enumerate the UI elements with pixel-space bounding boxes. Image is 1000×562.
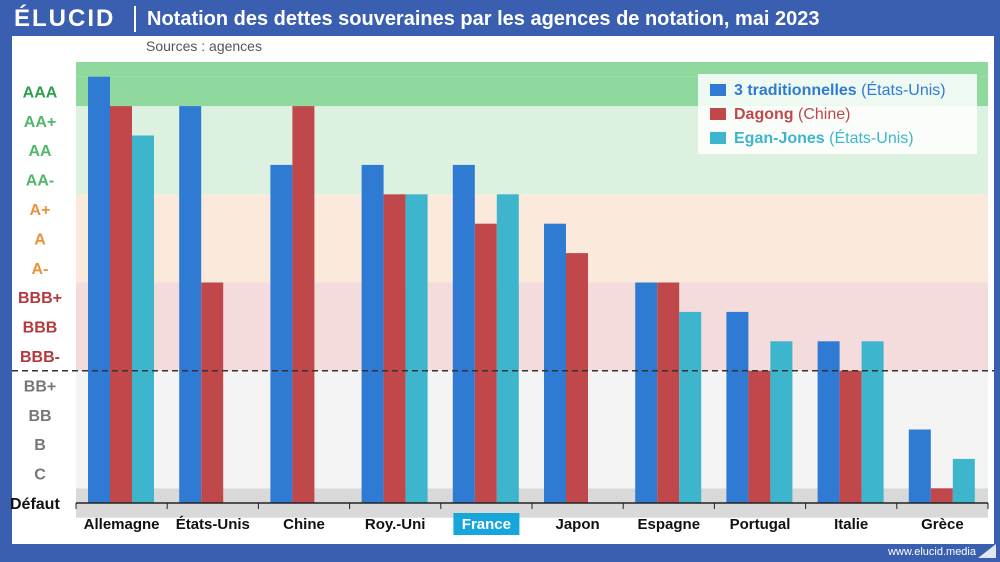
- x-tick-label: Grèce: [921, 516, 964, 533]
- y-tick-label: AAA: [23, 84, 58, 101]
- bar: [817, 341, 840, 503]
- y-tick-label: C: [34, 467, 46, 484]
- x-tick-label: Roy.-Uni: [365, 516, 426, 533]
- legend-name-dagong: Dagong: [734, 106, 794, 123]
- highlight-label-background: [453, 513, 520, 535]
- x-tick-label: États-Unis: [176, 516, 250, 533]
- bar: [179, 106, 202, 503]
- x-tick-label: Chine: [283, 516, 325, 533]
- bar: [452, 164, 475, 503]
- x-tick-label: Allemagne: [84, 516, 160, 533]
- y-tick-label: AA: [28, 143, 52, 160]
- bar: [405, 194, 428, 504]
- legend-swatch-dagong: [710, 108, 726, 120]
- bar: [726, 311, 749, 503]
- x-tick-label: Italie: [834, 516, 868, 533]
- bar: [657, 282, 680, 503]
- brand-logo: ÉLUCID: [14, 5, 116, 32]
- x-tick-label: Portugal: [730, 516, 791, 533]
- logo-divider: [134, 6, 136, 32]
- y-tick-label: BBB: [23, 320, 58, 337]
- bar: [132, 135, 154, 503]
- y-tick-label: AA+: [24, 114, 56, 131]
- bar: [201, 282, 224, 503]
- x-tick-label: Japon: [556, 516, 600, 533]
- y-tick-label: BB+: [24, 378, 56, 395]
- legend-name-traditional: 3 traditionnelles: [734, 82, 857, 99]
- y-tick-label: A+: [30, 202, 51, 219]
- footer-url[interactable]: www.elucid.media: [887, 546, 976, 558]
- chart-title: Notation des dettes souveraines par les …: [147, 8, 820, 30]
- bar: [544, 223, 566, 503]
- y-tick-label: A: [34, 231, 46, 248]
- bar: [770, 341, 793, 503]
- y-tick-label: BBB+: [18, 290, 62, 307]
- source-note: Sources : agences: [146, 38, 262, 54]
- bar: [292, 106, 315, 503]
- legend-item-dagong: Dagong (Chine): [710, 106, 850, 124]
- legend-origin-egan-jones: (États-Unis): [829, 130, 914, 147]
- bar: [566, 253, 588, 503]
- y-tick-label: BBB-: [20, 349, 60, 366]
- legend-origin-dagong: (Chine): [798, 106, 851, 123]
- bar: [496, 194, 519, 504]
- legend-item-traditional: 3 traditionnelles (États-Unis): [710, 82, 946, 100]
- y-tick-label: Défaut: [10, 496, 60, 513]
- y-tick-label: B: [34, 437, 46, 454]
- y-tick-label: A-: [32, 261, 49, 278]
- bar: [635, 282, 658, 503]
- bar: [110, 106, 132, 503]
- legend-origin-traditional: (États-Unis): [861, 82, 946, 99]
- bar: [839, 370, 862, 503]
- bar: [383, 194, 406, 504]
- legend-item-egan-jones: Egan-Jones (États-Unis): [710, 130, 914, 148]
- legend-swatch-traditional: [710, 84, 726, 96]
- header-bar: ÉLUCID Notation des dettes souveraines p…: [0, 0, 1000, 38]
- legend-name-egan-jones: Egan-Jones: [734, 130, 825, 147]
- y-tick-label: AA-: [26, 173, 54, 190]
- chart-legend: 3 traditionnelles (États-Unis) Dagong (C…: [698, 74, 977, 154]
- bar: [361, 164, 384, 503]
- bar: [952, 458, 975, 503]
- x-tick-label-highlighted: France: [462, 516, 511, 533]
- y-tick-label: BB: [28, 408, 51, 425]
- bar: [474, 223, 497, 503]
- bar: [861, 341, 884, 503]
- elucid-mark-icon: [978, 544, 996, 558]
- rating-band-top: [76, 62, 988, 77]
- legend-swatch-egan-jones: [710, 132, 726, 144]
- bar: [679, 311, 702, 503]
- bar: [270, 164, 293, 503]
- x-tick-label: Espagne: [638, 516, 701, 533]
- bar: [930, 488, 953, 503]
- bar: [748, 370, 771, 503]
- rating-band: [76, 194, 988, 283]
- bar: [908, 429, 931, 503]
- bar: [88, 76, 110, 503]
